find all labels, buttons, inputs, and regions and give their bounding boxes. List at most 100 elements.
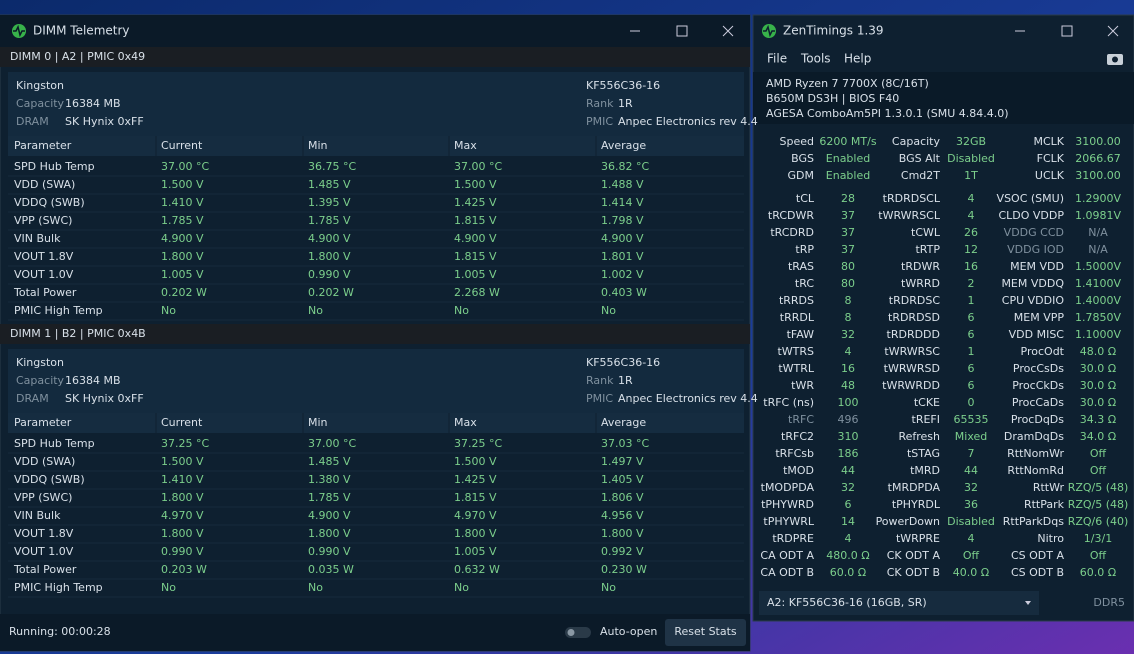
timing-label: DramDqDs [1004,430,1064,443]
timing-label: tRFC (ns) [763,396,814,409]
window-title: DIMM Telemetry [33,24,130,38]
timing-label: MCLK [1033,135,1064,148]
reading-value: 1.800 V [161,491,204,504]
timing-label: tRCDWR [768,209,814,222]
info-value: 1R [618,374,633,387]
timing-value: 3100.00 [1075,169,1121,182]
table-header [8,136,744,156]
timing-label: ProcCaDs [1012,396,1064,409]
close-button[interactable] [1107,25,1119,37]
parameter-name: VDDQ (SWB) [14,196,85,209]
timing-value: 48.0 Ω [1080,345,1116,358]
timing-value: Disabled [947,515,995,528]
timing-label: tRDRDDD [887,328,940,341]
column-header: Average [601,416,646,429]
timing-value: 32GB [956,135,986,148]
reading-value: 0.990 V [308,268,351,281]
timing-value: 2066.67 [1075,152,1121,165]
menu-item[interactable]: Help [844,52,871,66]
reading-value: 2.268 W [454,286,500,299]
timing-label: tRDPRE [772,532,814,545]
reading-value: 1.410 V [161,473,204,486]
info-label: DRAM [16,115,49,128]
timing-value: 8 [845,294,852,307]
module-info-panel [8,72,744,136]
memory-type: DDR5 [1093,596,1125,609]
timing-value: 6 [845,498,852,511]
timing-label: tRRDL [780,311,815,324]
timing-value: 1 [968,345,975,358]
timing-label: FCLK [1037,152,1065,165]
timing-value: 4 [968,209,975,222]
timing-label: tRP [795,243,814,256]
timing-label: tWRWRDD [882,379,940,392]
timing-value: 4 [968,532,975,545]
timing-value: Off [1090,447,1107,460]
reading-value: 4.900 V [308,509,351,522]
module-select[interactable]: A2: KF556C36-16 (16GB, SR) [767,596,927,609]
timing-label: tRC [795,277,814,290]
timing-label: ProcCkDs [1012,379,1064,392]
reading-value: 4.970 V [161,509,204,522]
timing-value: 1/3/1 [1084,532,1112,545]
timing-label: Capacity [892,135,941,148]
reading-value: No [601,581,616,594]
timing-label: CS ODT B [1011,566,1064,579]
column-header: Parameter [14,416,72,429]
module-dropdown[interactable] [759,591,1039,615]
reading-value: No [601,304,616,317]
timing-value: 1.2900V [1075,192,1121,205]
system-info: AMD Ryzen 7 7700X (8C/16T) [766,77,929,90]
column-header: Min [308,416,328,429]
title-bar [0,15,750,47]
app-icon-glyph [13,24,25,38]
maximize-button[interactable] [1061,25,1073,37]
menu-item[interactable]: File [767,52,787,66]
reading-value: No [454,304,469,317]
vendor: Kingston [16,79,64,92]
maximize-button[interactable] [676,25,688,37]
reset-stats-button[interactable] [665,619,746,646]
reading-value: 0.035 W [308,563,354,576]
reading-value: 37.03 °C [601,437,649,450]
info-label: Rank [586,374,614,387]
timing-label: RttPark [1024,498,1065,511]
reset-stats-label[interactable]: Reset Stats [674,625,737,638]
timing-value: 60.0 Ω [1080,566,1116,579]
timing-value: 44 [841,464,855,477]
reading-value: 1.500 V [454,178,497,191]
timing-label: VDDG CCD [1004,226,1064,239]
timing-value: 26 [964,226,978,239]
timing-value: 40.0 Ω [953,566,989,579]
timing-label: tRAS [788,260,814,273]
part-number: KF556C36-16 [586,79,660,92]
parameter-name: VIN Bulk [14,232,61,245]
menu-item[interactable]: Tools [800,52,831,66]
reading-value: 1.815 V [454,491,497,504]
timing-label: RttNomRd [1007,464,1064,477]
timing-label: UCLK [1035,169,1065,182]
reading-value: 0.992 V [601,545,644,558]
timing-label: Refresh [898,430,940,443]
column-header: Max [454,139,477,152]
parameter-name: VOUT 1.0V [14,268,74,281]
timing-label: tRFC [788,413,814,426]
timing-label: tWRRD [901,277,940,290]
timing-value: 6 [968,362,975,375]
timing-value: 6200 MT/s [819,135,876,148]
parameter-name: SPD Hub Temp [14,437,95,450]
reading-value: 4.900 V [308,232,351,245]
timing-label: tCKE [914,396,940,409]
timing-value: 36 [964,498,978,511]
reading-value: 1.800 V [454,527,497,540]
close-button[interactable] [722,25,734,37]
timing-label: CPU VDDIO [1002,294,1065,307]
timing-label: CA ODT A [760,549,814,562]
parameter-name: VPP (SWC) [14,214,72,227]
timing-value: 1.0981V [1075,209,1121,222]
timing-label: Cmd2T [901,169,940,182]
reading-value: 1.425 V [454,196,497,209]
timing-label: tSTAG [907,447,940,460]
column-header: Parameter [14,139,72,152]
